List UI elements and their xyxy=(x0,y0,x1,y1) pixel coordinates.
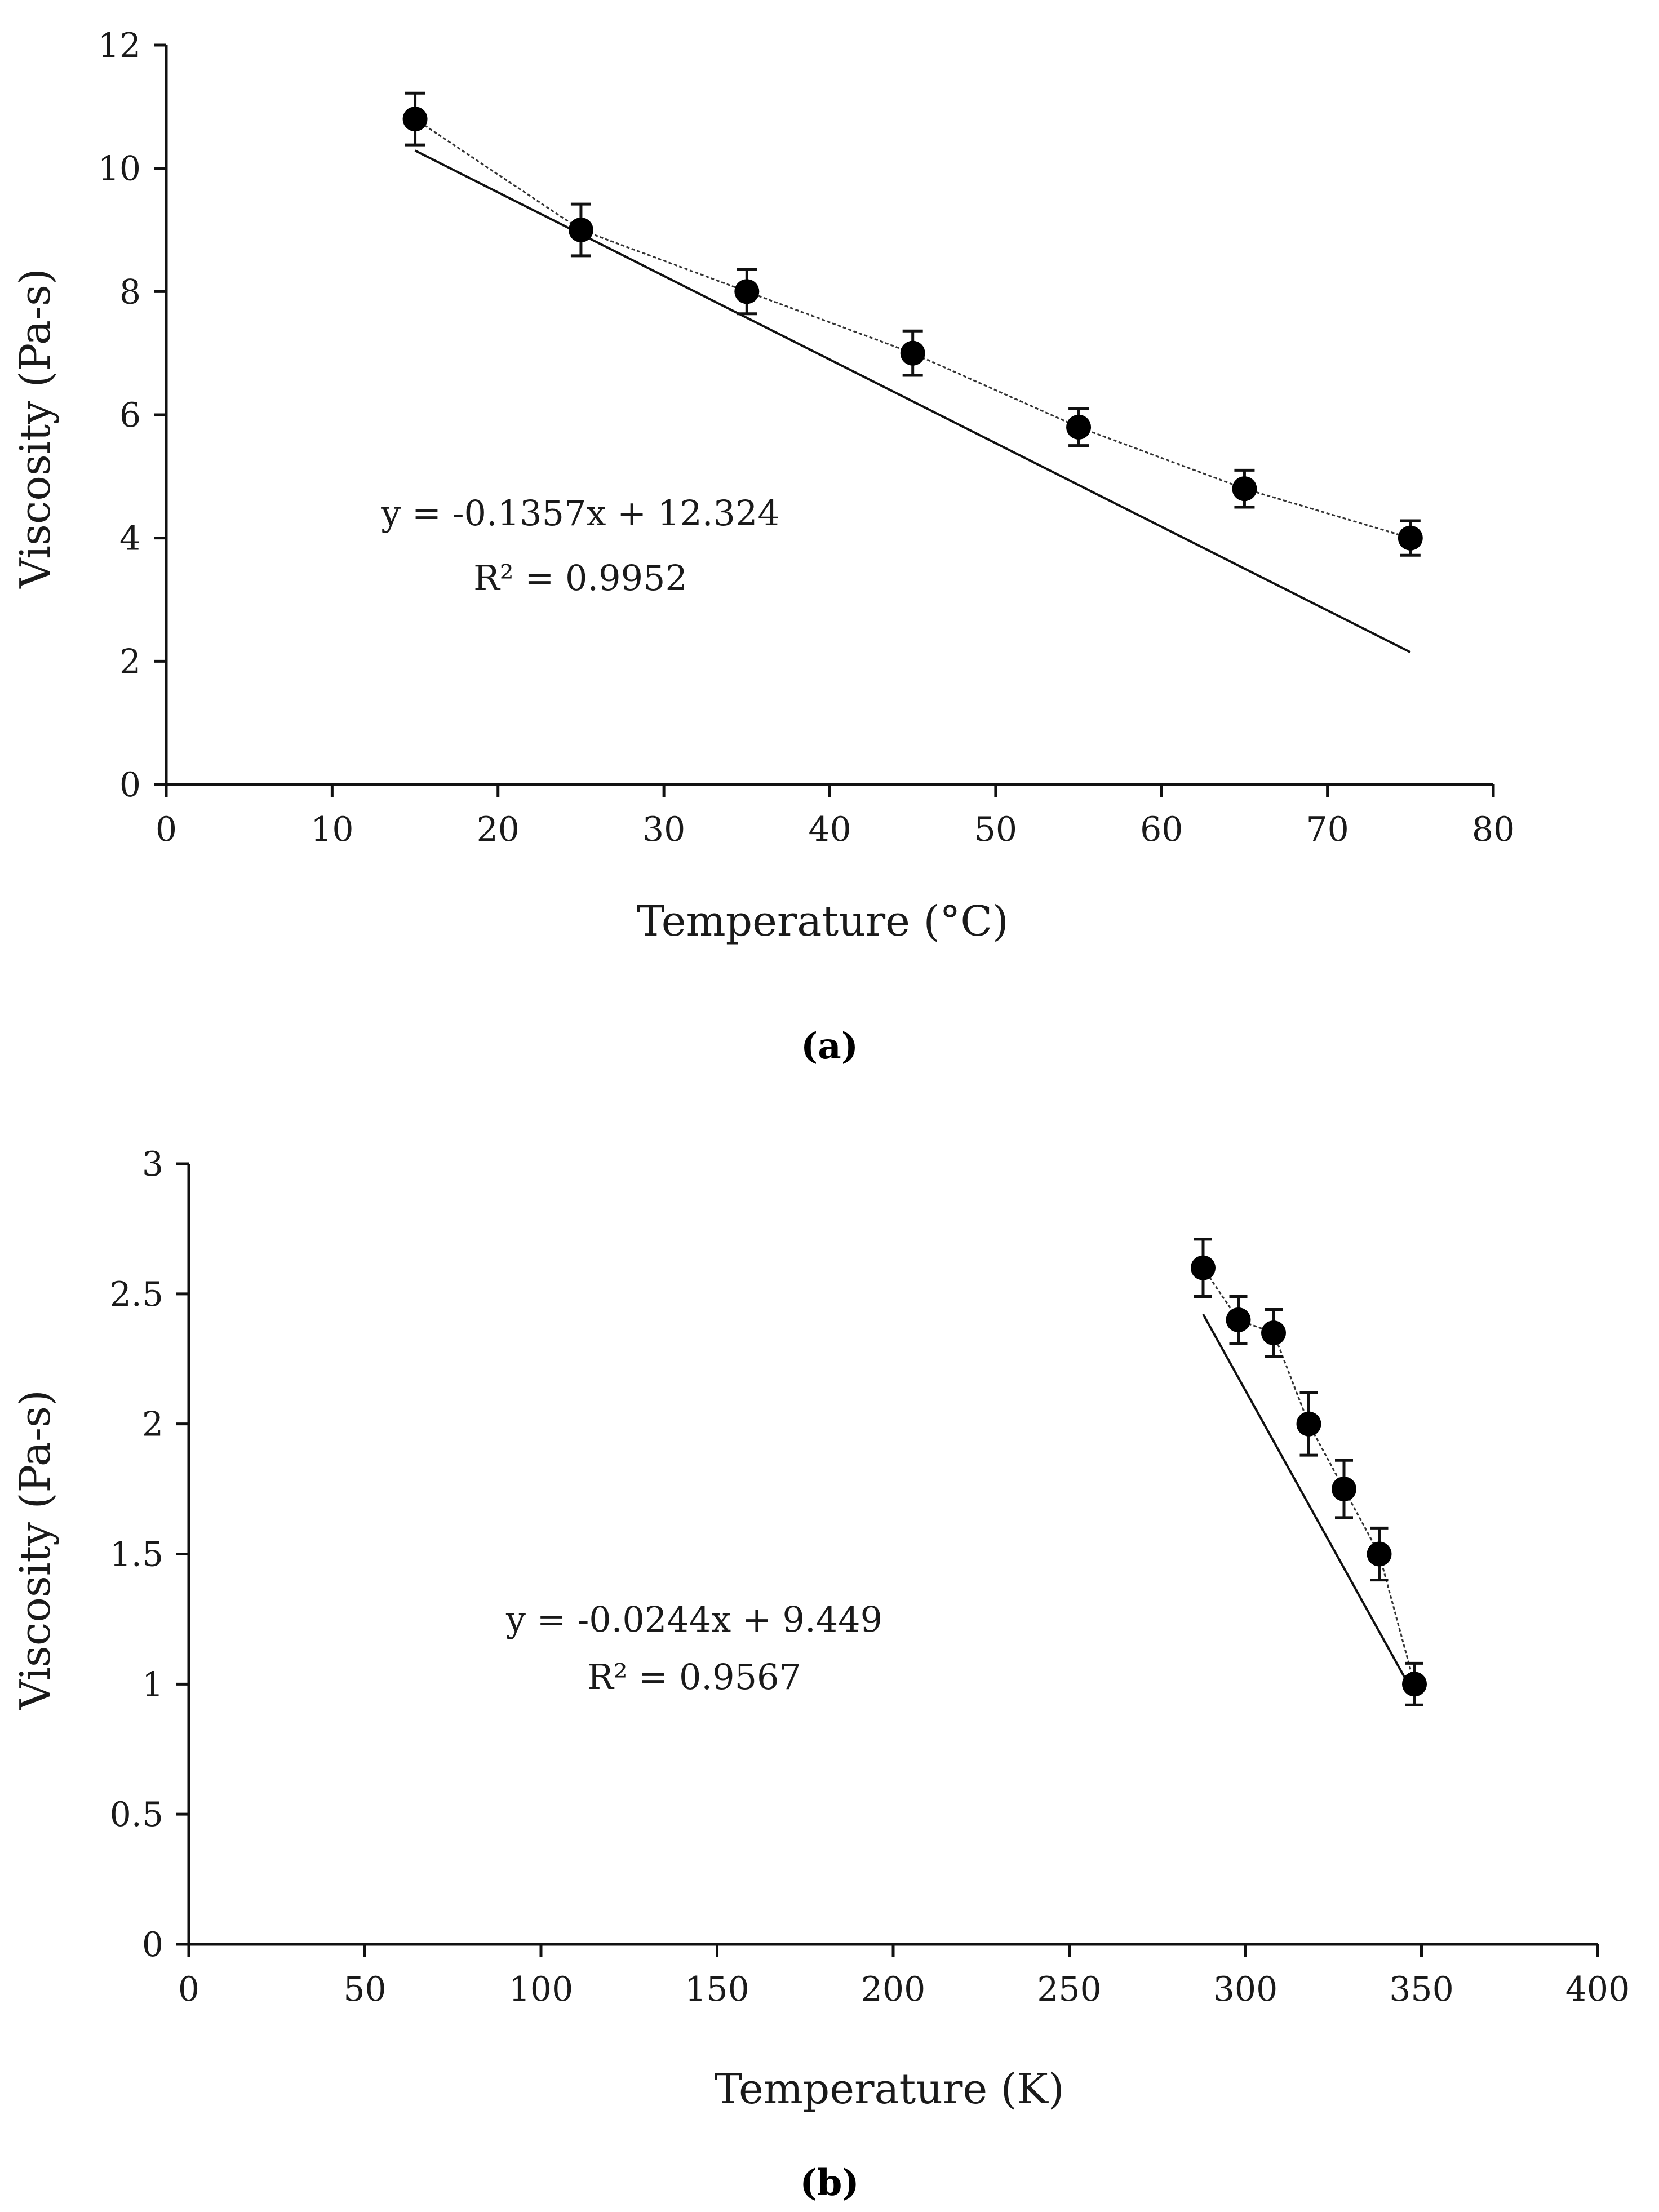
chart-b-x-tick-label: 200 xyxy=(861,1970,926,2009)
chart-b-panel-label: (b) xyxy=(800,2162,859,2204)
chart-a-data-point xyxy=(568,218,593,242)
chart-a-x-tick-label: 10 xyxy=(310,810,353,849)
chart-b-r-squared: R² = 0.9567 xyxy=(587,1656,801,1697)
chart-b-x-tick-label: 100 xyxy=(509,1970,574,2009)
chart-b-data-point xyxy=(1261,1320,1286,1346)
chart-a-x-axis-title: Temperature (°C) xyxy=(637,897,1009,946)
chart-b-x-tick-label: 400 xyxy=(1565,1970,1630,2009)
chart-b-y-tick-label: 1 xyxy=(142,1665,163,1704)
chart-a-equation: y = -0.1357x + 12.324 xyxy=(380,493,780,534)
chart-b-equation: y = -0.0244x + 9.449 xyxy=(505,1599,882,1640)
chart-b-data-point xyxy=(1367,1541,1392,1567)
chart-a-x-tick-label: 80 xyxy=(1472,810,1515,849)
chart-a-x-tick-label: 60 xyxy=(1140,810,1183,849)
chart-b-y-tick-label: 2 xyxy=(142,1405,163,1444)
chart-a-data-point xyxy=(1066,414,1092,440)
chart-a-x-tick-label: 40 xyxy=(808,810,851,849)
chart-b-trendline xyxy=(1202,1313,1416,1696)
chart-a: 0 10 20 30 40 50 60 70 80 0 2 4 6 8 10 12 y = -0.1357x … xyxy=(11,26,1515,1067)
chart-a-data-point xyxy=(1232,476,1257,502)
chart-b-data-point xyxy=(1226,1307,1251,1332)
chart-a-y-tick-label: 0 xyxy=(119,765,141,805)
chart-b-x-tick-label: 0 xyxy=(178,1970,199,2009)
chart-a-data-point xyxy=(402,107,428,132)
chart-b-y-axis-title: Viscosity (Pa-s) xyxy=(11,1390,60,1710)
chart-a-data-point xyxy=(1398,525,1423,551)
chart-b-x-tick-label: 150 xyxy=(685,1970,749,2009)
chart-b-x-tick-label: 350 xyxy=(1389,1970,1454,2009)
chart-a-x-tick-label: 50 xyxy=(974,810,1017,849)
chart-b-x-axis-title: Temperature (K) xyxy=(714,2065,1064,2113)
chart-b-x-tick-label: 50 xyxy=(343,1970,386,2009)
chart-a-y-axis-title: Viscosity (Pa-s) xyxy=(11,268,60,589)
chart-a-x-tick-label: 0 xyxy=(156,810,177,849)
chart-a-x-tick-label: 30 xyxy=(642,810,685,849)
chart-a-y-tick-label: 2 xyxy=(119,642,141,681)
chart-a-x-tick-label: 20 xyxy=(477,810,520,849)
chart-b-y-tick-label: 3 xyxy=(142,1145,163,1184)
chart-a-data-connector-line xyxy=(414,118,1411,539)
chart-b-y-tick-label: 1.5 xyxy=(110,1535,163,1575)
chart-b-data-point xyxy=(1332,1477,1356,1502)
chart-b-x-tick-label: 250 xyxy=(1037,1970,1102,2009)
chart-b-data-point xyxy=(1296,1411,1321,1437)
chart-a-r-squared: R² = 0.9952 xyxy=(473,557,687,599)
chart-a-x-tick-label: 70 xyxy=(1306,810,1349,849)
chart-b-data-point xyxy=(1191,1255,1216,1280)
chart-a-y-tick-label: 10 xyxy=(98,149,141,189)
chart-b-x-tick-label: 300 xyxy=(1213,1970,1278,2009)
chart-a-panel-label: (a) xyxy=(801,1025,858,1067)
chart-b-y-tick-label: 2.5 xyxy=(110,1275,163,1314)
chart-a-y-tick-label: 8 xyxy=(119,272,141,312)
chart-b-data-point xyxy=(1402,1672,1427,1697)
chart-a-y-tick-label: 4 xyxy=(119,519,141,558)
chart-b-y-tick-label: 0 xyxy=(142,1925,163,1965)
chart-a-y-tick-label: 12 xyxy=(98,26,141,65)
chart-a-data-point xyxy=(734,279,760,304)
chart-a-y-tick-label: 6 xyxy=(119,396,141,435)
chart-b: 0 50 100 150 200 250 300 350 400 0 0.5 1 1.5 2 2.5 3 y … xyxy=(11,1145,1630,2204)
chart-a-data-point xyxy=(900,340,925,366)
chart-b-y-tick-label: 0.5 xyxy=(110,1795,163,1834)
